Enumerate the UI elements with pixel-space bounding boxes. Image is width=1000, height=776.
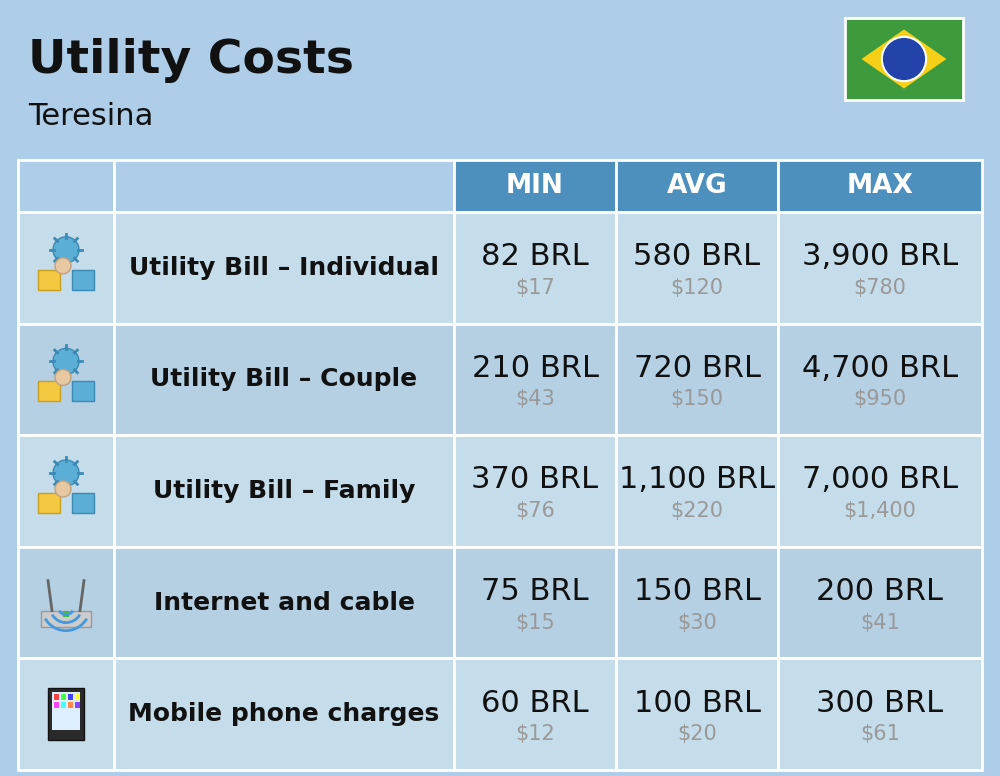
Circle shape — [55, 258, 71, 274]
Bar — [75, 695, 80, 700]
Bar — [114, 160, 454, 212]
Text: 370 BRL: 370 BRL — [471, 466, 599, 494]
Circle shape — [55, 481, 71, 497]
Text: 300 BRL: 300 BRL — [816, 688, 944, 718]
Text: Internet and cable: Internet and cable — [154, 591, 415, 615]
Bar — [18, 435, 114, 547]
Bar — [845, 18, 963, 100]
Bar — [114, 547, 454, 658]
Bar — [38, 493, 60, 513]
Bar — [616, 435, 778, 547]
Text: $61: $61 — [860, 724, 900, 744]
Text: $76: $76 — [515, 501, 555, 521]
Circle shape — [55, 369, 71, 386]
Bar — [616, 324, 778, 435]
Bar — [75, 702, 80, 708]
Text: Utility Bill – Individual: Utility Bill – Individual — [129, 256, 439, 280]
Bar — [63, 611, 69, 617]
Bar — [38, 270, 60, 289]
Text: Utility Costs: Utility Costs — [28, 38, 354, 83]
Text: 1,100 BRL: 1,100 BRL — [619, 466, 775, 494]
Bar — [41, 611, 91, 626]
Text: 210 BRL: 210 BRL — [472, 354, 598, 383]
Bar — [778, 658, 982, 770]
Text: $30: $30 — [677, 613, 717, 632]
Circle shape — [882, 36, 926, 81]
Text: 200 BRL: 200 BRL — [816, 577, 944, 606]
Bar — [778, 547, 982, 658]
Bar — [18, 160, 114, 212]
Text: $43: $43 — [515, 390, 555, 410]
Bar — [38, 381, 60, 401]
Text: Mobile phone charges: Mobile phone charges — [128, 702, 440, 726]
Text: $12: $12 — [515, 724, 555, 744]
Text: $120: $120 — [670, 278, 724, 298]
Text: AVG: AVG — [667, 173, 727, 199]
Text: 100 BRL: 100 BRL — [634, 688, 761, 718]
Circle shape — [53, 237, 79, 263]
Bar — [61, 702, 66, 708]
Bar — [54, 695, 59, 700]
Text: Utility Bill – Couple: Utility Bill – Couple — [150, 367, 418, 391]
Bar — [18, 658, 114, 770]
Text: 150 BRL: 150 BRL — [634, 577, 761, 606]
Bar — [114, 212, 454, 324]
Bar — [616, 658, 778, 770]
Bar — [616, 212, 778, 324]
Bar — [68, 695, 73, 700]
Polygon shape — [862, 29, 946, 88]
Text: 3,900 BRL: 3,900 BRL — [802, 242, 958, 271]
Bar — [68, 702, 73, 708]
Bar — [48, 688, 84, 740]
Text: $150: $150 — [670, 390, 724, 410]
Text: $41: $41 — [860, 613, 900, 632]
Bar — [616, 547, 778, 658]
Bar — [454, 658, 616, 770]
Bar — [114, 324, 454, 435]
Text: MIN: MIN — [506, 173, 564, 199]
Bar — [72, 493, 94, 513]
Circle shape — [53, 348, 79, 374]
Text: 7,000 BRL: 7,000 BRL — [802, 466, 958, 494]
Bar — [52, 692, 80, 730]
Text: $950: $950 — [853, 390, 907, 410]
Text: Teresina: Teresina — [28, 102, 153, 131]
Bar — [778, 324, 982, 435]
Bar — [778, 212, 982, 324]
Text: MAX: MAX — [847, 173, 913, 199]
Text: 4,700 BRL: 4,700 BRL — [802, 354, 958, 383]
Bar — [616, 160, 778, 212]
Bar — [114, 435, 454, 547]
Bar — [54, 702, 59, 708]
Text: $17: $17 — [515, 278, 555, 298]
Text: $220: $220 — [670, 501, 724, 521]
Text: 580 BRL: 580 BRL — [633, 242, 761, 271]
Circle shape — [53, 460, 79, 486]
Bar — [18, 212, 114, 324]
Text: 720 BRL: 720 BRL — [634, 354, 761, 383]
Bar — [61, 695, 66, 700]
Bar — [454, 324, 616, 435]
Text: 75 BRL: 75 BRL — [481, 577, 589, 606]
Text: Utility Bill – Family: Utility Bill – Family — [153, 479, 415, 503]
Bar — [18, 547, 114, 658]
Bar — [778, 435, 982, 547]
Bar — [72, 381, 94, 401]
Bar — [454, 435, 616, 547]
Bar — [454, 547, 616, 658]
Bar — [454, 212, 616, 324]
Bar — [72, 270, 94, 289]
Bar — [18, 324, 114, 435]
Bar — [778, 160, 982, 212]
Text: 60 BRL: 60 BRL — [481, 688, 589, 718]
Bar — [114, 658, 454, 770]
Text: $1,400: $1,400 — [844, 501, 916, 521]
Bar — [454, 160, 616, 212]
Text: $15: $15 — [515, 613, 555, 632]
Text: 82 BRL: 82 BRL — [481, 242, 589, 271]
Text: $780: $780 — [854, 278, 906, 298]
Text: $20: $20 — [677, 724, 717, 744]
